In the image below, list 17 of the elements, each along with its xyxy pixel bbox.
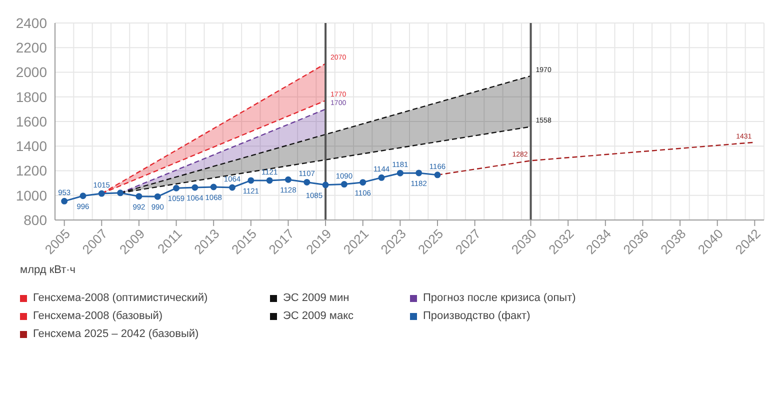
- y-tick-label: 1400: [16, 138, 48, 154]
- y-tick-label: 2400: [16, 14, 48, 31]
- legend-label: Прогноз после кризиса (опыт): [423, 292, 576, 304]
- y-tick-label: 2000: [16, 64, 48, 80]
- y-tick-label: 1800: [16, 88, 48, 105]
- y-tick-label: 1200: [16, 162, 48, 179]
- y-tick-label: 1600: [16, 113, 48, 130]
- y-tick-label: 2200: [16, 40, 48, 56]
- legend-label: ЭС 2009 макс: [283, 310, 354, 322]
- legend-label: Производство (факт): [423, 310, 530, 322]
- y-axis-title: млрд кВт·ч: [20, 264, 76, 276]
- legend-label: Генсхема-2008 (базовый): [33, 310, 163, 322]
- y-tick-label: 800: [24, 212, 48, 228]
- legend-label: Генсхема 2025 – 2042 (базовый): [33, 328, 199, 340]
- legend-label: Генсхема-2008 (оптимистический): [33, 292, 208, 304]
- legend-label: ЭС 2009 мин: [283, 292, 350, 304]
- y-tick-label: 1000: [16, 187, 48, 204]
